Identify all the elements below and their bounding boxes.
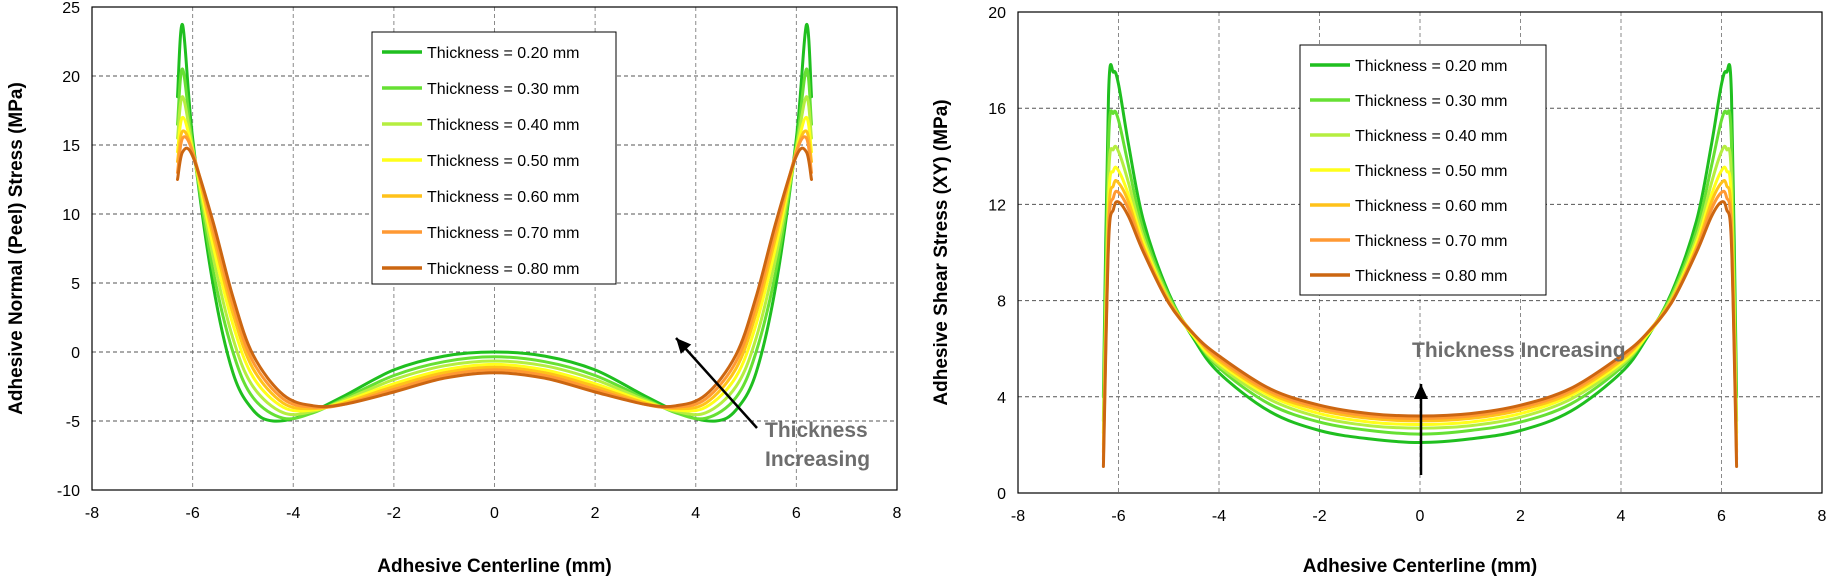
legend-box <box>371 31 617 285</box>
legend-entry: Thickness = 0.20 mm <box>427 45 580 62</box>
annotation-text: Thickness <box>765 419 868 442</box>
x-tick-label: 0 <box>490 505 499 522</box>
x-tick-label: 4 <box>1617 508 1626 525</box>
x-tick-label: 6 <box>792 505 801 522</box>
series-line <box>176 23 813 423</box>
legend-entry: Thickness = 0.30 mm <box>1355 93 1508 110</box>
legend-entry: Thickness = 0.20 mm <box>1355 58 1508 75</box>
annotation-text: Increasing <box>765 448 870 471</box>
x-tick-label: 8 <box>893 505 902 522</box>
legend-entry: Thickness = 0.60 mm <box>1355 198 1508 215</box>
y-tick-label: -5 <box>66 414 80 431</box>
y-tick-label: 4 <box>997 390 1006 407</box>
y-tick-label: 5 <box>71 276 80 293</box>
y-tick-label: -10 <box>57 483 80 500</box>
y-axis-title: Adhesive Shear Stress (XY) (MPa) <box>931 99 952 405</box>
x-axis-title: Adhesive Centerline (mm) <box>1303 556 1537 577</box>
plot-frame <box>1017 11 1823 494</box>
legend-entry: Thickness = 0.60 mm <box>427 189 580 206</box>
x-tick-label: -4 <box>286 505 300 522</box>
x-tick-label: -2 <box>1312 508 1326 525</box>
y-tick-label: 25 <box>62 0 80 17</box>
x-axis-title: Adhesive Centerline (mm) <box>377 556 611 577</box>
x-tick-label: -6 <box>186 505 200 522</box>
series-line <box>176 135 813 410</box>
annotation-arrowhead <box>1414 384 1428 399</box>
legend-entry: Thickness = 0.80 mm <box>1355 268 1508 285</box>
peel-stress-chart: -8 -6 -4 -2 0 2 4 6 8 -10 -5 0 5 10 15 20 25 Adhesive Cen… <box>6 0 902 577</box>
legend-entry: Thickness = 0.70 mm <box>1355 233 1508 250</box>
annotation-arrow <box>675 337 758 429</box>
x-tick-label: 6 <box>1717 508 1726 525</box>
series-line <box>176 115 813 413</box>
shear-stress-chart: -8 -6 -4 -2 0 2 4 6 8 0 4 8 12 16 20 Adhesive Centerlin… <box>931 5 1827 577</box>
annotation-arrowhead <box>676 338 692 354</box>
series-line <box>176 67 813 421</box>
y-tick-label: 20 <box>62 69 80 86</box>
x-tick-label: -8 <box>85 505 99 522</box>
x-tick-label: 2 <box>591 505 600 522</box>
legend-entry: Thickness = 0.40 mm <box>1355 128 1508 145</box>
x-tick-label: 2 <box>1516 508 1525 525</box>
y-axis-title: Adhesive Normal (Peel) Stress (MPa) <box>6 82 27 415</box>
x-tick-label: 8 <box>1818 508 1827 525</box>
y-tick-label: 12 <box>988 197 1006 214</box>
series-line <box>176 146 813 409</box>
y-tick-label: 20 <box>988 5 1006 22</box>
x-tick-label: -6 <box>1111 508 1125 525</box>
plot-frame <box>91 6 898 491</box>
x-tick-label: -8 <box>1011 508 1025 525</box>
legend-entry: Thickness = 0.30 mm <box>427 81 580 98</box>
series-line <box>176 129 813 411</box>
y-tick-label: 8 <box>997 294 1006 311</box>
legend-entry: Thickness = 0.50 mm <box>427 153 580 170</box>
y-tick-label: 16 <box>988 101 1006 118</box>
x-tick-label: 4 <box>691 505 700 522</box>
y-tick-label: 0 <box>71 345 80 362</box>
y-tick-label: 0 <box>997 486 1006 503</box>
legend-entry: Thickness = 0.40 mm <box>427 117 580 134</box>
x-tick-label: -2 <box>387 505 401 522</box>
y-tick-label: 10 <box>62 207 80 224</box>
series-line <box>176 95 813 417</box>
y-tick-label: 15 <box>62 138 80 155</box>
x-tick-label: -4 <box>1212 508 1226 525</box>
legend-entry: Thickness = 0.50 mm <box>1355 163 1508 180</box>
annotation-text: Thickness Increasing <box>1412 339 1626 362</box>
x-tick-label: 0 <box>1416 508 1425 525</box>
legend-entry: Thickness = 0.80 mm <box>427 261 580 278</box>
legend-entry: Thickness = 0.70 mm <box>427 225 580 242</box>
